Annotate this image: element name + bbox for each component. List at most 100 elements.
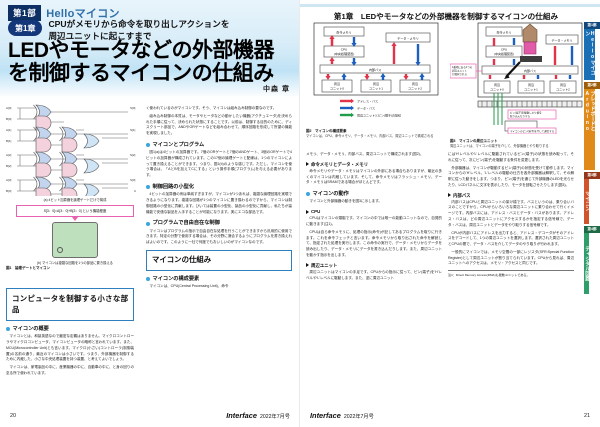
svg-text:1番地にある1つの: 1番地にある1つの xyxy=(452,65,473,69)
svg-text:ユニット2: ユニット2 xyxy=(556,88,570,92)
svg-text:ユニット1: ユニット1 xyxy=(524,88,538,92)
imprint-right: Interface 2022年7月号 xyxy=(310,411,374,420)
svg-text:A[1]: A[1] xyxy=(6,128,12,132)
svg-text:周辺: 周辺 xyxy=(528,82,534,87)
logic-gate-schematic: A[0] B[0] A[1] B[1] A[2] B[2] A[3] B[3] S[0]… xyxy=(6,104,137,196)
title-line-1: LEDやモータなどの外部機器 xyxy=(8,39,275,62)
paragraph: 命令メモリやデータ・メモリはマイコンの外部にある場合もありますが、最近の多くのマ… xyxy=(306,168,442,185)
figure-1a-caption: (a) 4ビット加算器を論理ゲートだけで構成 xyxy=(43,198,107,202)
part-tab-3-title: マイコン xyxy=(584,179,590,224)
part-tab-4-number: 第4部 xyxy=(584,226,600,233)
subheading-mcu-components: マイコンの構成要素 xyxy=(146,275,292,283)
part-tab-2[interactable]: 第2部 ブレッドボードとArduino xyxy=(584,82,600,170)
part-tab-2-title: ブレッドボードとArduino xyxy=(584,89,596,170)
svg-text:データ・バス: データ・バス xyxy=(357,105,375,110)
part-tab-3[interactable]: 第3部 マイコン xyxy=(584,172,600,224)
svg-text:周辺: 周辺 xyxy=(560,82,566,87)
masthead: 第1部 Helloマイコン 第1章 CPUがメモリから命令を取り出しアクションを… xyxy=(0,0,300,98)
figure-2-number: 図2 マイコンの構成要素 xyxy=(306,128,347,133)
left-column-1-lower: コンピュータを制御する小さな部品 マイコンの概要 マイコンとは、和製英語なので厳… xyxy=(6,284,134,379)
subheading-mcu-operation: マイコンの動作 xyxy=(306,190,442,198)
mcu-chip-illustration xyxy=(52,221,98,258)
mcu-chip-wrap xyxy=(6,221,144,258)
svg-text:(中央処理装置): (中央処理装置) xyxy=(494,51,514,56)
chapter-row: 第1章 CPUがメモリから命令を取り出しアクションを 周辺ユニットに起こすまで xyxy=(8,19,229,42)
right-column-2: には'H'レベルや'L'レベルに駆動されているピン(端子)の状態を読み取って、そ… xyxy=(448,152,574,278)
svg-text:ユニット0: ユニット0 xyxy=(330,87,344,91)
section-heading-computer-parts: コンピュータを制御する小さな部品 xyxy=(6,288,134,321)
paragraph: マイコンと外部機器の動きを図3に示します。 xyxy=(309,199,382,204)
running-head-rule xyxy=(300,4,600,7)
part-tab-3-number: 第3部 xyxy=(584,172,600,179)
paragraph: 組み込み制御の本質は、モータやヒータなどの動かしたい機器(アクチュエータ)を決め… xyxy=(146,113,292,136)
svg-text:周辺: 周辺 xyxy=(494,82,500,87)
article-kicker: CPUがメモリから命令を取り出しアクションを 周辺ユニットに起こすまで xyxy=(48,19,229,42)
subheading-peripheral-unit: 周辺ユニット xyxy=(306,262,442,269)
part-tab-2-number: 第2部 xyxy=(584,82,600,89)
subheading-internal-bus: 内部バス xyxy=(448,192,574,199)
svg-text:S[0]: S[0] xyxy=(130,106,136,110)
paragraph: マイコンはプログラムの指示で自由自在な処理を行うことができますから汎用的に使用で… xyxy=(146,228,292,245)
part-bar: 第1部 Helloマイコン xyxy=(8,5,120,21)
imprint-left: Interface 2022年7月号 xyxy=(226,411,290,420)
page-right: 第1章 LEDやモータなどの外部機器を制御するマイコンの仕組み xyxy=(300,0,600,427)
issue-date: 2022年7月号 xyxy=(260,414,290,420)
svg-text:周辺ユニット: 周辺ユニット xyxy=(452,69,468,73)
paragraph: マイコンとは、和製英語なので厳密な定義はありません。マイクロコントローラやマイク… xyxy=(6,334,134,362)
svg-text:周辺ユニットとピン(端子)の接続: 周辺ユニットとピン(端子)の接続 xyxy=(357,112,401,117)
paragraph: 4ビットの加算器の例は単純すぎますが、マイコンが1つあれば、複雑な論理回路を実現… xyxy=(146,192,292,214)
paragraph: マイコンは、家電製品の中に、産業機器の中に、自動車の中に、と身の回りの至る所で使… xyxy=(6,365,134,375)
figure-1-number: 図1 論理ゲートとマイコン xyxy=(6,266,50,271)
svg-text:(中央処理装置): (中央処理装置) xyxy=(334,51,355,56)
svg-text:S[1]: S[1] xyxy=(130,128,136,132)
right-column-1: メモリ、データ・メモリ、内部バス、周辺ユニットで構成されます(図2)。 命令メモ… xyxy=(306,152,442,283)
svg-text:C: C xyxy=(134,189,137,193)
figure-2-note: マイコンは、CPU、命令メモリ、データ・メモリ、内部バス、周辺ユニットで構成され… xyxy=(306,133,434,138)
running-head: 第1章 LEDやモータなどの外部機器を制御するマイコンの仕組み xyxy=(333,12,559,21)
svg-text:CPU: CPU xyxy=(501,48,507,52)
kicker-line-1: CPUがメモリから命令を取り出しアクションを xyxy=(48,19,230,29)
svg-text:アドレス・バス: アドレス・バス xyxy=(357,98,378,103)
svg-text:S[3]: S[3] xyxy=(130,178,136,182)
byline: 中森 章 xyxy=(263,86,290,93)
svg-text:B[2]: B[2] xyxy=(6,164,12,168)
svg-text:マイコンのピン(端子)を介して通信する: マイコンのピン(端子)を介して通信する xyxy=(510,129,555,133)
part-tab-1-number: 第1部 xyxy=(584,22,600,29)
magazine-name: Interface xyxy=(226,411,257,420)
subheading-free-control-by-program: プログラムで自由自在な制御 xyxy=(146,219,292,227)
figure-3: 命令メモリ CPU (中央処理装置) データ・メモリ 内部バス 周辺 ユニット0 周… xyxy=(449,22,592,149)
svg-text:A[3]: A[3] xyxy=(6,178,12,182)
paragraph: メモリ、データ・メモリ、内部バス、周辺ユニットで構成されます(図2)。 xyxy=(306,152,424,156)
paragraph: 外部機器は、マイコンが駆動するピン(端子)の状態を受けて動作します。マイコンから… xyxy=(448,165,574,187)
svg-text:B[3]: B[3] xyxy=(6,189,12,193)
figure-3-note: 周辺ユニットは、マイコンの端子を介して、外部機器とやり取りする xyxy=(450,144,549,148)
block-internal-bus: 内部バス xyxy=(369,67,381,72)
paragraph: 一般的にマイコンでは、メモリ空間の一部にレジスタ(SFR:Special Fun… xyxy=(448,249,574,266)
part-tab-4-title: ディジタル回路 xyxy=(584,233,590,294)
folio-left: 20 xyxy=(10,413,16,419)
svg-text:が選択される: が選択される xyxy=(452,72,468,76)
part-tab-4[interactable]: 第4部 ディジタル回路 xyxy=(584,226,600,294)
subheading-instruction-and-data-memory: 命令メモリとデータ・メモリ xyxy=(306,161,442,168)
svg-text:ピン(端子)を駆動したり値を: ピン(端子)を駆動したり値を xyxy=(510,111,542,115)
svg-text:ユニット0: ユニット0 xyxy=(490,88,504,92)
part-tab-1[interactable]: 第1部 Helloマイコン xyxy=(584,22,600,80)
part-title: Helloマイコン xyxy=(46,8,120,20)
paragraph: 図1(a)は4ビットの加算器です。7個のORゲートと7個のANDゲート、3個のO… xyxy=(146,150,292,178)
part-tab-1-title: Helloマイコン xyxy=(584,29,596,80)
subheading-cpu: CPU xyxy=(306,208,442,215)
block-data-memory: データ・メモリ xyxy=(397,36,419,41)
subheading-mcu-overview: マイコンの概要 xyxy=(6,325,134,333)
left-column-2: く使われているのがマイコンです。そう、マイコンは組み込み制御の要なのです。 組み… xyxy=(146,106,292,292)
down-arrow-icon xyxy=(72,216,78,221)
page-left: 第1部 Helloマイコン 第1章 CPUがメモリから命令を取り出しアクションを… xyxy=(0,0,300,427)
subheading-circuit-miniaturization: 制御回路の小型化 xyxy=(146,183,292,191)
paragraph: マイコンは、CPU(Central Processing Unit)、命令 xyxy=(149,284,229,289)
svg-text:内部バス: 内部バス xyxy=(524,68,536,73)
kicker-line-2: 周辺ユニットに起こすまで xyxy=(48,30,152,41)
paragraph: 内部バスはCPUと周辺ユニットの架け橋です。バスというのは、乗り合いバスのことで… xyxy=(448,199,574,227)
paragraph: CPUは自ら命令メモリに、処理の指示(命令)が記してあるプログラムを取りに行きま… xyxy=(306,230,442,257)
figure-1-equation: S[3：0]=A[3：0]+B[3：0] という機能程度 xyxy=(16,205,134,217)
